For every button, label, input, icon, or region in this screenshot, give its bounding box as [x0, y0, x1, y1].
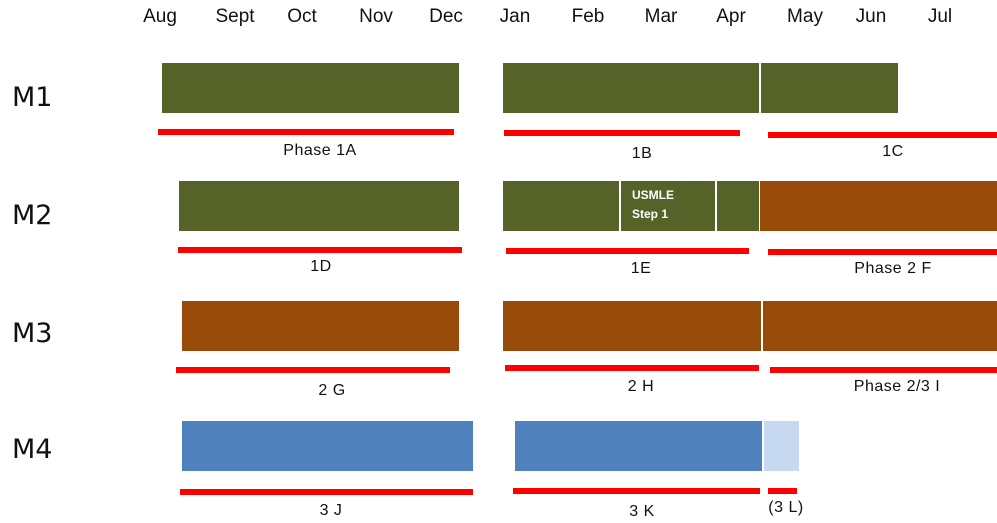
m4-block-3j [182, 421, 473, 471]
phase-label-2-3i: Phase 2/3 I [853, 378, 941, 395]
m3-block-2h [503, 301, 761, 351]
m3-block-phase-2-3i [763, 301, 997, 351]
usmle-divider-left [619, 181, 621, 231]
month-label: Nov [359, 6, 393, 27]
m4-phase-line-3k [513, 488, 760, 494]
month-label: Oct [287, 6, 317, 27]
m3-phase-line-2h [505, 365, 759, 371]
month-label: Jun [855, 6, 887, 27]
month-label: Feb [571, 6, 605, 27]
month-label: May [787, 6, 823, 27]
m1-block-1c [761, 63, 898, 113]
m3-phase-line-2-3i [770, 367, 997, 373]
m2-phase-line-2f [768, 249, 997, 255]
m3-block-2g [182, 301, 459, 351]
m3-divider [761, 301, 763, 351]
phase-label-1b: 1B [631, 145, 653, 162]
m3-phase-line-2g [176, 367, 450, 373]
m4-block-3k [515, 421, 762, 471]
m2-block-phase-2f [760, 181, 997, 231]
month-label: Mar [644, 6, 678, 27]
m2-phase-line-1e [506, 248, 749, 254]
month-label: Aug [143, 6, 177, 27]
m1-divider [759, 63, 761, 113]
m2-block-1d [179, 181, 459, 231]
m4-block-3l [764, 421, 799, 471]
phase-label-3j: 3 J [319, 502, 343, 519]
row-label-m3: M3 [12, 318, 53, 349]
phase-label-2h: 2 H [627, 378, 655, 395]
m4-phase-line-3l [768, 488, 797, 494]
usmle-divider-right [715, 181, 717, 231]
row-label-m2: M2 [12, 200, 53, 231]
month-label: Jul [927, 6, 953, 27]
phase-label-1d: 1D [310, 258, 332, 275]
m2-phase-line-1d [178, 247, 462, 253]
phase-label-1e: 1E [630, 260, 652, 277]
m4-phase-line-3j [180, 489, 473, 495]
usmle-step1-label: USMLE Step 1 [632, 188, 674, 221]
month-label: Dec [429, 6, 463, 27]
row-label-m1: M1 [12, 82, 53, 113]
m1-phase-line-1b [504, 130, 740, 136]
m1-block-1b [503, 63, 759, 113]
phase-label-2f: Phase 2 F [854, 260, 932, 277]
phase-label-3k: 3 K [629, 503, 655, 520]
month-label: Apr [716, 6, 746, 27]
m1-block-phase-1a [162, 63, 459, 113]
m2-block-1e [503, 181, 759, 231]
m1-phase-line-1a [158, 129, 454, 135]
month-label: Jan [499, 6, 531, 27]
m1-phase-line-1c [768, 132, 997, 138]
phase-label-1c: 1C [882, 143, 904, 160]
phase-label-2g: 2 G [318, 382, 346, 399]
phase-label-3l: (3 L) [768, 499, 804, 516]
month-label: Sept [215, 6, 255, 27]
phase-label-1a: Phase 1A [283, 142, 357, 159]
row-label-m4: M4 [12, 434, 53, 465]
